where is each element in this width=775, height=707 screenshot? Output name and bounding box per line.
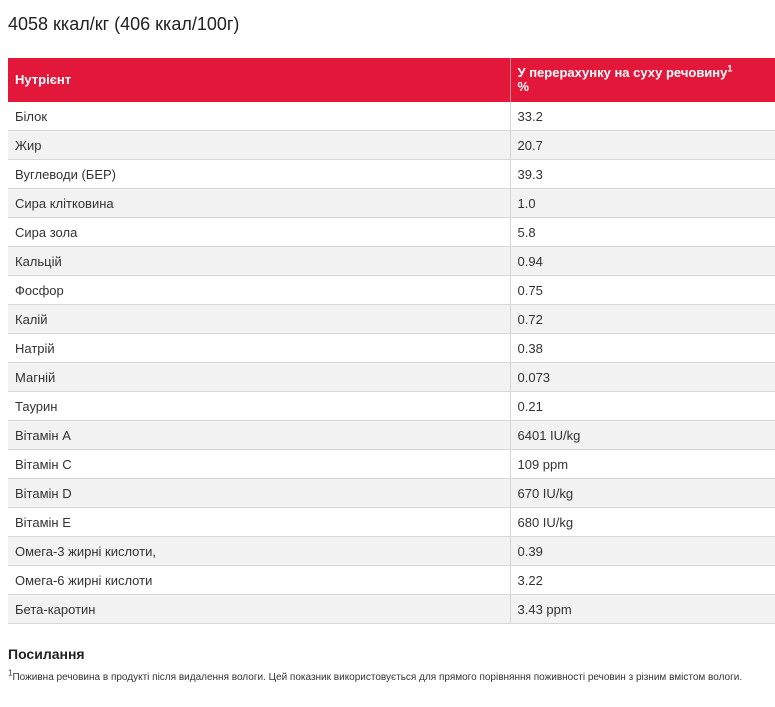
nutrient-value: 0.38 (510, 333, 775, 363)
nutrient-name: Білок (8, 102, 511, 131)
nutrient-name: Сира клітковина (8, 188, 511, 218)
table-row: Кальцій 0.94 (8, 246, 775, 276)
nutrient-value: 0.72 (510, 304, 775, 334)
table-row: Вуглеводи (БЕР) 39.3 (8, 159, 775, 189)
footnote: 1Поживна речовина в продукті після видал… (8, 668, 743, 683)
nutrient-name: Вітамін D (8, 478, 511, 508)
table-row: Сира зола 5.8 (8, 217, 775, 247)
nutrient-value: 680 IU/kg (510, 507, 775, 537)
nutrient-name: Омега-3 жирні кислоти, (8, 536, 511, 566)
table-row: Сира клітковина 1.0 (8, 188, 775, 218)
table-row: Вітамін А 6401 IU/kg (8, 420, 775, 450)
header-dry-matter-label: У перерахунку на суху речовину (517, 65, 728, 80)
nutrient-value: 0.39 (510, 536, 775, 566)
nutrient-name: Вітамін С (8, 449, 511, 479)
nutrient-value: 0.75 (510, 275, 775, 305)
nutrient-name: Магній (8, 362, 511, 392)
nutrient-name: Калій (8, 304, 511, 334)
table-row: Калій 0.72 (8, 304, 775, 334)
nutrient-name: Вітамін Е (8, 507, 511, 537)
nutrient-value: 33.2 (510, 102, 775, 131)
nutrient-name: Фосфор (8, 275, 511, 305)
nutrient-name: Омега-6 жирні кислоти (8, 565, 511, 595)
footnote-marker: 1 (8, 668, 13, 678)
nutrient-value: 3.43 ppm (510, 594, 775, 624)
table-row: Омега-3 жирні кислоти, 0.39 (8, 536, 775, 566)
table-row: Білок 33.2 (8, 102, 775, 131)
nutrient-name: Вітамін А (8, 420, 511, 450)
nutrient-value: 5.8 (510, 217, 775, 247)
table-row: Омега-6 жирні кислоти 3.22 (8, 565, 775, 595)
table-row: Жир 20.7 (8, 130, 775, 160)
nutrient-value: 0.073 (510, 362, 775, 392)
nutrient-value: 0.21 (510, 391, 775, 421)
nutrient-value: 3.22 (510, 565, 775, 595)
nutrient-name: Вуглеводи (БЕР) (8, 159, 511, 189)
references-title: Посилання (8, 646, 85, 662)
nutrient-value: 39.3 (510, 159, 775, 189)
header-footnote-marker: 1 (727, 63, 733, 74)
nutrient-name: Натрій (8, 333, 511, 363)
header-nutrient: Нутрієнт (8, 58, 511, 102)
table-row: Натрій 0.38 (8, 333, 775, 363)
nutrient-value: 0.94 (510, 246, 775, 276)
nutrient-value: 6401 IU/kg (510, 420, 775, 450)
table-row: Вітамін С 109 ppm (8, 449, 775, 479)
header-dry-matter-unit: % (517, 79, 530, 94)
table-row: Бета-каротин 3.43 ppm (8, 594, 775, 624)
header-dry-matter: У перерахунку на суху речовину1 % (510, 58, 775, 102)
nutrient-value: 1.0 (510, 188, 775, 218)
nutrient-name: Сира зола (8, 217, 511, 247)
table-row: Магній 0.073 (8, 362, 775, 392)
nutrient-name: Кальцій (8, 246, 511, 276)
footnote-text: Поживна речовина в продукті після видале… (12, 672, 743, 683)
table-row: Вітамін Е 680 IU/kg (8, 507, 775, 537)
energy-value: 4058 ккал/кг (406 ккал/100г) (8, 14, 240, 34)
table-row: Фосфор 0.75 (8, 275, 775, 305)
nutrient-value: 670 IU/kg (510, 478, 775, 508)
nutrient-name: Таурин (8, 391, 511, 421)
table-row: Таурин 0.21 (8, 391, 775, 421)
nutrient-value: 20.7 (510, 130, 775, 160)
nutrient-name: Бета-каротин (8, 594, 511, 624)
nutrient-name: Жир (8, 130, 511, 160)
table-header-row: Нутрієнт У перерахунку на суху речовину1… (8, 58, 775, 102)
nutrient-table: Нутрієнт У перерахунку на суху речовину1… (8, 58, 775, 624)
nutrient-value: 109 ppm (510, 449, 775, 479)
table-row: Вітамін D 670 IU/kg (8, 478, 775, 508)
